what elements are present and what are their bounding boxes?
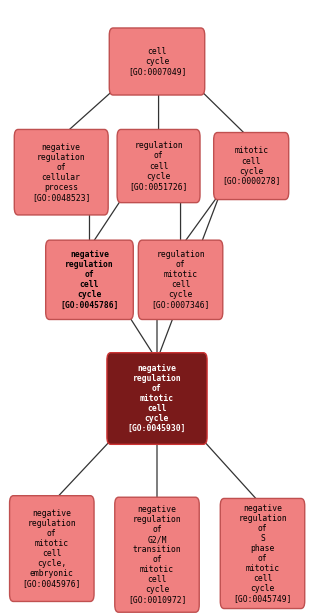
- FancyArrowPatch shape: [88, 208, 91, 246]
- Text: negative
regulation
of
mitotic
cell
cycle
[GO:0045930]: negative regulation of mitotic cell cycl…: [128, 364, 186, 433]
- FancyArrowPatch shape: [62, 87, 116, 136]
- FancyBboxPatch shape: [138, 240, 223, 319]
- Text: cell
cycle
[GO:0007049]: cell cycle [GO:0007049]: [128, 47, 186, 76]
- FancyBboxPatch shape: [10, 496, 94, 601]
- FancyArrowPatch shape: [157, 87, 160, 135]
- FancyArrowPatch shape: [198, 87, 250, 139]
- FancyBboxPatch shape: [109, 28, 205, 95]
- FancyBboxPatch shape: [46, 240, 133, 319]
- FancyArrowPatch shape: [90, 196, 124, 247]
- FancyBboxPatch shape: [115, 497, 199, 613]
- Text: regulation
of
cell
cycle
[GO:0051726]: regulation of cell cycle [GO:0051726]: [129, 141, 188, 191]
- FancyBboxPatch shape: [107, 352, 207, 444]
- FancyBboxPatch shape: [214, 133, 289, 199]
- Text: negative
regulation
of
mitotic
cell
cycle,
embryonic
[GO:0045976]: negative regulation of mitotic cell cycl…: [23, 509, 81, 589]
- Text: negative
regulation
of
cell
cycle
[GO:0045786]: negative regulation of cell cycle [GO:00…: [60, 250, 119, 309]
- Text: negative
regulation
of
S
phase
of
mitotic
cell
cycle
[GO:0045749]: negative regulation of S phase of mitoti…: [233, 504, 292, 603]
- FancyArrowPatch shape: [53, 437, 114, 502]
- FancyArrowPatch shape: [157, 192, 220, 359]
- Text: regulation
of
mitotic
cell
cycle
[GO:0007346]: regulation of mitotic cell cycle [GO:000…: [151, 250, 210, 309]
- FancyBboxPatch shape: [220, 498, 305, 609]
- Text: mitotic
cell
cycle
[GO:0000278]: mitotic cell cycle [GO:0000278]: [222, 146, 280, 186]
- FancyArrowPatch shape: [126, 312, 156, 359]
- FancyArrowPatch shape: [200, 437, 262, 505]
- FancyBboxPatch shape: [117, 130, 200, 203]
- FancyBboxPatch shape: [14, 130, 108, 215]
- FancyArrowPatch shape: [179, 196, 182, 246]
- FancyArrowPatch shape: [181, 192, 220, 247]
- Text: negative
regulation
of
G2/M
transition
of
mitotic
cell
cycle
[GO:0010972]: negative regulation of G2/M transition o…: [128, 505, 186, 605]
- FancyArrowPatch shape: [155, 312, 159, 359]
- FancyArrowPatch shape: [155, 437, 159, 503]
- Text: negative
regulation
of
cellular
process
[GO:0048523]: negative regulation of cellular process …: [32, 143, 90, 202]
